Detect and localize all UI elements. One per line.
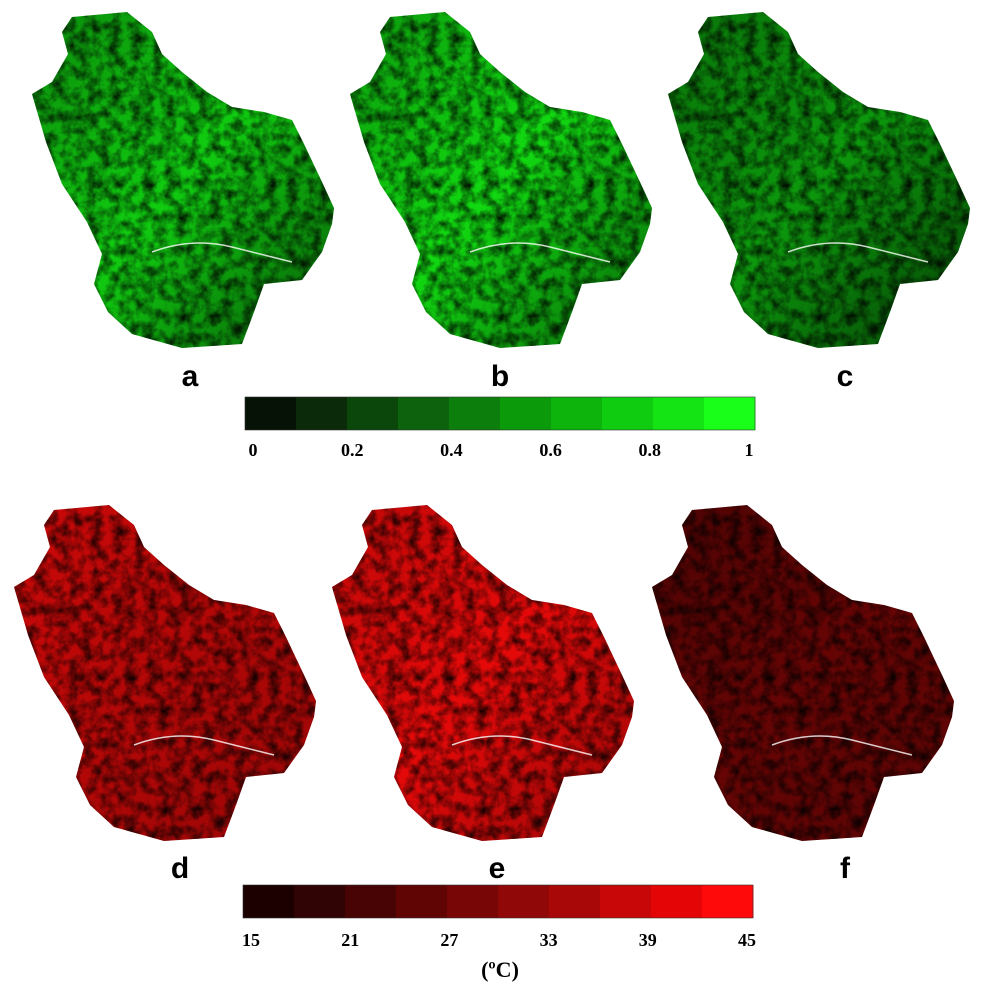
panel-label: c: [837, 360, 854, 393]
river: [451, 735, 593, 756]
colorbar-tick-label: 0: [249, 440, 258, 460]
river: [787, 242, 929, 263]
colorbar-segment: [600, 885, 652, 918]
texture: [14, 505, 316, 841]
map-panel: [652, 505, 954, 841]
panel-label: e: [489, 852, 506, 885]
texture: [32, 12, 334, 348]
colorbar-segment: [602, 397, 654, 430]
colorbar-tick-label: 0.8: [639, 440, 662, 460]
colorbar-segment: [498, 885, 550, 918]
river: [133, 735, 275, 756]
colorbar-tick-label: 1: [745, 440, 754, 460]
colorbar-frame: [244, 396, 756, 431]
map-panel: [350, 12, 652, 348]
colorbar-segment: [347, 397, 399, 430]
colorbar-segment: [396, 885, 448, 918]
colorbar-segment: [551, 397, 603, 430]
panel-label: a: [182, 360, 199, 393]
colorbar-tick-label: 0.4: [440, 440, 463, 460]
colorbar-tick-label: 0.2: [341, 440, 364, 460]
texture: [350, 12, 652, 348]
texture: [652, 505, 954, 841]
colorbar-segment: [653, 397, 705, 430]
map-panel: [332, 505, 634, 841]
colorbar-tick-label: 27: [440, 930, 458, 950]
colorbar-tick-label: 45: [738, 930, 756, 950]
colorbar-tick-label: 33: [540, 930, 558, 950]
colorbar-segment: [704, 397, 756, 430]
map-panel: [32, 12, 334, 348]
map-panel: [14, 505, 316, 841]
colorbar-tick-label: 21: [341, 930, 359, 950]
colorbar-tick-label: 0.6: [539, 440, 562, 460]
colorbar-segment: [345, 885, 397, 918]
river: [771, 735, 913, 756]
panel-label: b: [491, 360, 509, 393]
colorbar-tick-label: 39: [639, 930, 657, 950]
colorbar-tick-label: 15: [242, 930, 260, 950]
texture: [332, 505, 634, 841]
colorbar-segment: [651, 885, 703, 918]
colorbar-segment: [243, 885, 295, 918]
colorbar-segment: [447, 885, 499, 918]
colorbar-segment: [549, 885, 601, 918]
panel-label: f: [840, 852, 851, 885]
colorbar-segment: [398, 397, 450, 430]
river: [469, 242, 611, 263]
colorbar-segment: [294, 885, 346, 918]
colorbar-segment: [245, 397, 297, 430]
river: [151, 242, 293, 263]
colorbar-segment: [449, 397, 501, 430]
panel-label: d: [171, 852, 189, 885]
texture: [668, 12, 970, 348]
map-panel: [668, 12, 970, 348]
colorbar-segment: [296, 397, 348, 430]
colorbar-segment: [500, 397, 552, 430]
colorbar-unit: (ºC): [481, 957, 519, 982]
colorbar-segment: [702, 885, 754, 918]
colorbar-frame: [242, 884, 754, 919]
